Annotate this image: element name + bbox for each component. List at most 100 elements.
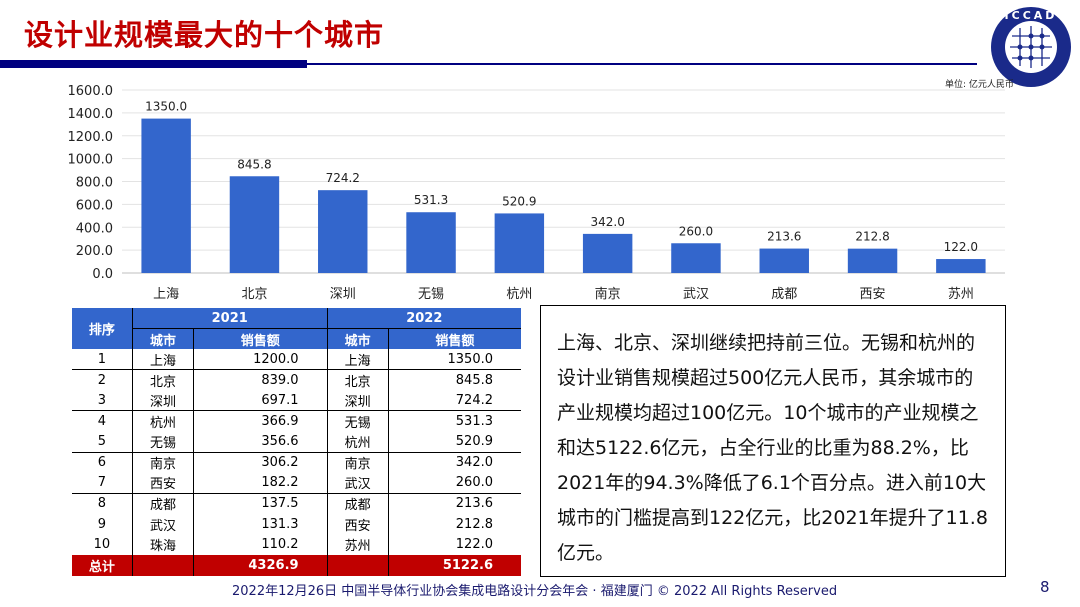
logo-text: ICCAD xyxy=(1005,9,1058,22)
table-row: 6 南京 306.2 南京 342.0 xyxy=(72,451,521,473)
sales-2022-cell: 1350.0 xyxy=(387,349,521,370)
rank-cell: 2 xyxy=(72,369,133,391)
table-row: 3 深圳 697.1 深圳 724.2 xyxy=(72,390,521,411)
sales-2022-cell: 122.0 xyxy=(387,534,521,556)
sales-2021-cell: 131.3 xyxy=(193,513,328,535)
city-2021-cell: 无锡 xyxy=(131,431,194,453)
bar xyxy=(406,212,456,273)
city-2022-cell: 杭州 xyxy=(326,431,389,453)
sales-2021-cell: 1200.0 xyxy=(193,349,328,370)
sales-2021-cell: 697.1 xyxy=(193,390,328,411)
x-tick-label: 杭州 xyxy=(506,287,532,302)
rank-cell: 10 xyxy=(93,537,111,553)
sales-2021-cell: 306.2 xyxy=(193,451,328,473)
total-empty xyxy=(131,555,194,576)
city-2022-cell: 成都 xyxy=(326,492,389,514)
city-2021-cell: 珠海 xyxy=(131,534,194,556)
city-2022-cell: 武汉 xyxy=(326,472,389,494)
rank-cell: 5 xyxy=(97,434,107,450)
x-tick-label: 深圳 xyxy=(330,287,356,302)
x-tick-label: 上海 xyxy=(153,287,179,302)
page-title: 设计业规模最大的十个城市 xyxy=(24,18,385,52)
y-tick-label: 1600.0 xyxy=(68,84,114,99)
total-2021: 4326.9 xyxy=(193,555,328,576)
city-2021-cell: 成都 xyxy=(131,492,194,514)
data-label: 724.2 xyxy=(326,171,360,185)
table-row: 9 武汉 131.3 西安 212.8 xyxy=(72,513,521,535)
city-2022-cell: 无锡 xyxy=(326,410,389,432)
sales-2021-cell: 366.9 xyxy=(193,410,328,432)
sales-2021-cell: 137.5 xyxy=(193,492,328,514)
rank-cell: 9 xyxy=(97,516,107,532)
bar xyxy=(318,190,368,273)
rank-header: 排序 xyxy=(72,308,133,350)
title-rule-thin xyxy=(307,63,977,65)
table-row: 5 无锡 356.6 杭州 520.9 xyxy=(72,431,521,453)
rank-cell: 4 xyxy=(72,410,133,432)
data-label: 845.8 xyxy=(237,157,271,171)
table-row: 10 珠海 110.2 苏州 122.0 xyxy=(72,534,521,556)
table-row: 2 北京 839.0 北京 845.8 xyxy=(72,369,521,391)
footer-text: 2022年12月26日 中国半导体行业协会集成电路设计分会年会 · 福建厦门 ©… xyxy=(232,584,838,599)
sales-2022-cell: 724.2 xyxy=(387,390,521,411)
table-row: 7 西安 182.2 武汉 260.0 xyxy=(72,472,521,494)
rank-cell: 1 xyxy=(97,351,107,367)
city-2022-cell: 深圳 xyxy=(326,390,389,411)
rank-cell: 6 xyxy=(72,451,133,473)
sales-2022-cell: 260.0 xyxy=(387,472,521,494)
x-tick-label: 成都 xyxy=(771,287,797,302)
y-tick-label: 1400.0 xyxy=(68,107,114,122)
city-2021-cell: 北京 xyxy=(131,369,194,391)
sales-2021-cell: 356.6 xyxy=(193,431,328,453)
sales-2022-cell: 520.9 xyxy=(387,431,521,453)
sales-2021-cell: 839.0 xyxy=(193,369,328,391)
bar xyxy=(229,176,280,273)
city-2021-cell: 西安 xyxy=(131,472,194,494)
iccad-logo: ICCAD xyxy=(991,7,1071,87)
sales-2022-cell: 342.0 xyxy=(387,451,521,473)
data-label: 342.0 xyxy=(590,215,624,229)
y-tick-label: 200.0 xyxy=(76,244,113,259)
bar xyxy=(847,248,898,273)
city-2022-cell: 苏州 xyxy=(326,534,389,556)
bar xyxy=(759,248,809,273)
city-2021-cell: 武汉 xyxy=(131,513,194,535)
x-tick-label: 武汉 xyxy=(683,287,709,302)
y-tick-label: 1200.0 xyxy=(68,130,114,145)
city-2021-cell: 南京 xyxy=(131,451,194,473)
data-label: 213.6 xyxy=(767,230,801,244)
city-2021-cell: 杭州 xyxy=(131,410,194,432)
bar xyxy=(582,233,633,273)
city-2022-cell: 南京 xyxy=(326,451,389,473)
city-header-2021: 城市 xyxy=(131,328,194,350)
x-tick-label: 无锡 xyxy=(418,287,444,302)
table-row: 8 成都 137.5 成都 213.6 xyxy=(72,492,521,514)
data-label: 520.9 xyxy=(502,194,536,208)
bar xyxy=(494,213,545,273)
y-tick-label: 0.0 xyxy=(92,267,113,282)
bar xyxy=(141,118,191,273)
sales-header-2022: 销售额 xyxy=(387,328,521,350)
x-tick-label: 苏州 xyxy=(948,286,974,302)
y-tick-label: 800.0 xyxy=(76,176,113,191)
rank-cell: 8 xyxy=(72,492,133,514)
data-label: 1350.0 xyxy=(145,100,187,114)
sales-2021-cell: 110.2 xyxy=(193,534,328,556)
total-empty xyxy=(326,555,389,576)
x-tick-label: 西安 xyxy=(860,287,886,302)
bar xyxy=(671,243,721,273)
bar xyxy=(936,259,986,273)
sales-2022-cell: 531.3 xyxy=(387,410,521,432)
y-tick-label: 600.0 xyxy=(76,198,113,213)
data-label: 212.8 xyxy=(855,230,889,244)
total-label: 总计 xyxy=(72,555,133,576)
sales-2022-cell: 213.6 xyxy=(387,492,521,514)
data-label: 260.0 xyxy=(679,224,713,238)
year-header-2021: 2021 xyxy=(131,308,328,330)
y-tick-label: 1000.0 xyxy=(68,153,114,168)
sales-2021-cell: 182.2 xyxy=(193,472,328,494)
city-2021-cell: 深圳 xyxy=(131,390,194,411)
sales-2022-cell: 212.8 xyxy=(387,513,521,535)
city-2022-cell: 北京 xyxy=(326,369,389,391)
year-header-2022: 2022 xyxy=(326,308,521,330)
